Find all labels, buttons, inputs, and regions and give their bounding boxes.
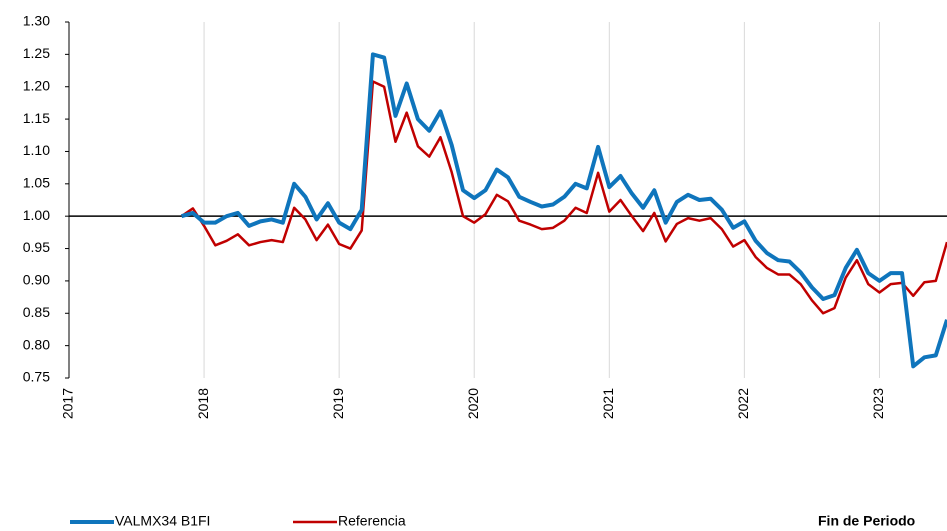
y-tick-label: 0.75 [23,369,50,385]
y-tick-label: 1.00 [23,207,50,223]
series-line [180,52,947,369]
y-tick-label: 0.85 [23,304,50,320]
x-tick-label: 2021 [600,388,616,419]
x-tick-label: 2018 [195,388,211,419]
x-tick-label: 2020 [465,388,481,419]
y-tick-label: 1.20 [23,77,50,93]
y-tick-label: 1.25 [23,45,50,61]
x-tick-label: 2023 [870,388,886,419]
y-tick-label: 0.80 [23,336,50,352]
y-tick-label: 0.90 [23,272,50,288]
y-tick-label: 1.10 [23,142,50,158]
x-tick-label: 2017 [60,388,76,419]
y-tick-label: 0.95 [23,239,50,255]
y-tick-label: 1.30 [23,13,50,29]
x-tick-label: 2019 [330,388,346,419]
x-axis-label: Fin de Periodo [818,513,915,529]
legend-label: VALMX34 B1FI [115,513,210,529]
series-line [180,80,947,315]
x-tick-label: 2022 [735,388,751,419]
y-tick-label: 1.05 [23,175,50,191]
y-tick-label: 1.15 [23,110,50,126]
legend-label: Referencia [338,513,406,529]
